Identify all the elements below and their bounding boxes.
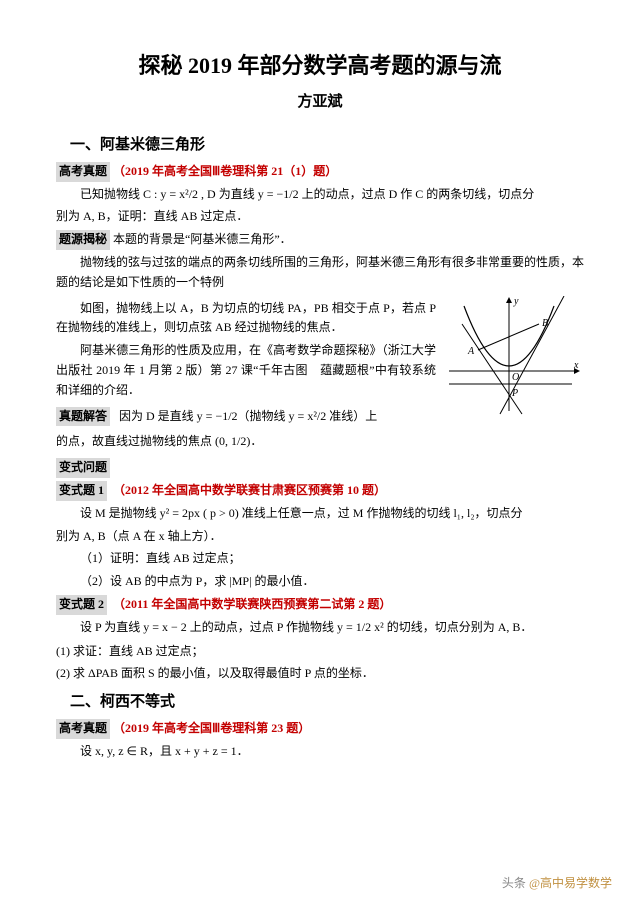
section-2-heading: 二、柯西不等式 bbox=[70, 690, 584, 715]
footer-handle: @高中易学数学 bbox=[529, 876, 612, 890]
background-para-3: 阿基米德三角形的性质及应用，在《高考数学命题探秘》（浙江大学出版社 2019 年… bbox=[56, 341, 436, 400]
solution-line-a: 因为 D 是直线 y = −1/2（抛物线 y = x²/2 准线）上 bbox=[119, 409, 377, 423]
tangent-pa bbox=[462, 324, 522, 414]
bianshi2-label: 变式题 2 bbox=[56, 595, 107, 615]
watermark-footer: 头条 @高中易学数学 bbox=[502, 874, 612, 891]
label-y: y bbox=[513, 296, 519, 307]
label-p: P bbox=[511, 388, 518, 399]
background-para-2: 如图，抛物线上以 A，B 为切点的切线 PA，PB 相交于点 P，若点 P 在抛… bbox=[56, 299, 436, 339]
variant1-q2: （2）设 AB 的中点为 P，求 |MP| 的最小值． bbox=[80, 572, 584, 592]
variant2-q1: (1) 求证：直线 AB 过定点； bbox=[56, 642, 584, 662]
bianshi-label: 变式问题 bbox=[56, 458, 110, 478]
gaokao2-reference: （2019 年高考全国Ⅲ卷理科第 23 题） bbox=[113, 721, 310, 735]
variant1-line-b: 别为 A, B（点 A 在 x 轴上方）． bbox=[56, 527, 584, 547]
footer-prefix: 头条 bbox=[502, 876, 526, 890]
zhenti-label: 真题解答 bbox=[56, 407, 110, 427]
label-a: A bbox=[467, 346, 475, 357]
author: 方亚斌 bbox=[56, 90, 584, 115]
bianshi1-reference: （2012 年全国高中数学联赛甘肃赛区预赛第 10 题） bbox=[113, 483, 386, 497]
bianshi2-reference: （2011 年全国高中数学联赛陕西预赛第二试第 2 题） bbox=[113, 597, 391, 611]
page-title: 探秘 2019 年部分数学高考题的源与流 bbox=[56, 48, 584, 84]
label-x: x bbox=[573, 360, 579, 371]
variant2-stem: 设 P 为直线 y = x − 2 上的动点，过点 P 作抛物线 y = 1/2… bbox=[56, 618, 584, 638]
variant2-q2: (2) 求 ΔPAB 面积 S 的最小值，以及取得最值时 P 点的坐标． bbox=[56, 664, 584, 684]
tiyuan-text: 本题的背景是“阿基米德三角形”． bbox=[113, 232, 292, 246]
section-1-heading: 一、阿基米德三角形 bbox=[70, 133, 584, 158]
problem-1-line-a: 已知抛物线 C : y = x²/2 , D 为直线 y = −1/2 上的动点… bbox=[56, 185, 584, 205]
solution-line-b: 的点，故直线过抛物线的焦点 (0, 1/2)． bbox=[56, 432, 584, 452]
bianshi1-label: 变式题 1 bbox=[56, 481, 107, 501]
label-o: O bbox=[512, 372, 519, 383]
parabola-figure: A B O P x y bbox=[444, 296, 584, 416]
problem-1-line-b: 别为 A, B，证明：直线 AB 过定点． bbox=[56, 207, 584, 227]
tangent-pb bbox=[500, 296, 564, 414]
gaokao-label: 高考真题 bbox=[56, 162, 110, 182]
tiyuan-label: 题源揭秘 bbox=[56, 230, 110, 250]
gaokao1-reference: （2019 年高考全国Ⅲ卷理科第 21（1）题） bbox=[113, 164, 337, 178]
cauchy-stem: 设 x, y, z ∈ R，且 x + y + z = 1． bbox=[56, 742, 584, 762]
label-b: B bbox=[542, 318, 548, 329]
variant1-line-a: 设 M 是抛物线 y² = 2px ( p > 0) 准线上任意一点，过 M 作… bbox=[56, 504, 584, 524]
gaokao-label-2: 高考真题 bbox=[56, 719, 110, 739]
variant1-q1: （1）证明：直线 AB 过定点； bbox=[80, 549, 584, 569]
background-para-1: 抛物线的弦与过弦的端点的两条切线所围的三角形，阿基米德三角形有很多非常重要的性质… bbox=[56, 253, 584, 293]
